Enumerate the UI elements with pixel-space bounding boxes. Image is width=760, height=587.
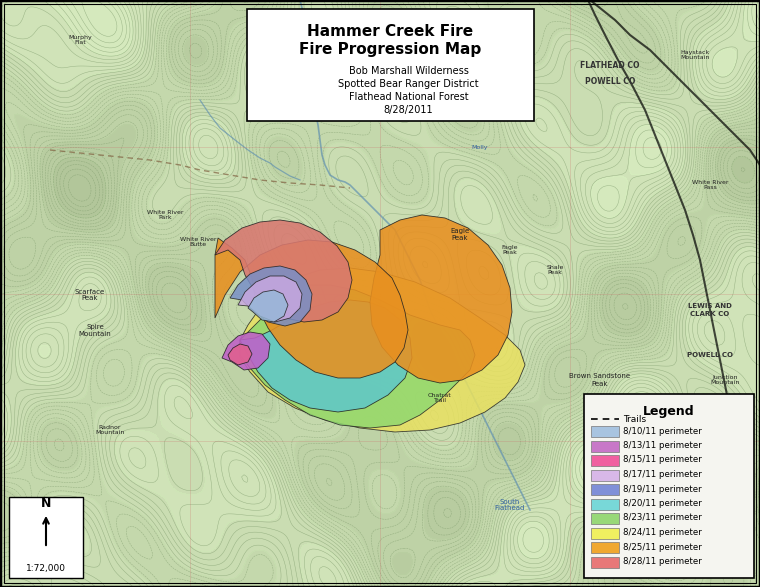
Text: Fagle
Peak: Fagle Peak [502,245,518,255]
Text: LEWIS AND
CLARK CO: LEWIS AND CLARK CO [688,303,732,316]
Polygon shape [238,276,302,322]
Bar [591,440,619,451]
Text: 8/28/11 perimeter: 8/28/11 perimeter [623,557,701,566]
Text: Fire Progression Map: Fire Progression Map [299,42,482,57]
Text: 8/25/11 perimeter: 8/25/11 perimeter [623,542,701,552]
Bar [591,498,619,510]
Text: Shale
Peak: Shale Peak [546,265,564,275]
Bar [591,513,619,524]
Text: Molly: Molly [472,146,488,150]
Bar [591,455,619,466]
Polygon shape [240,268,525,432]
Bar [591,470,619,481]
Text: N: N [41,497,51,510]
Text: Haystack
Mountain: Haystack Mountain [680,49,710,60]
Polygon shape [222,332,270,370]
Bar [591,484,619,495]
Text: 8/10/11 perimeter: 8/10/11 perimeter [623,427,701,436]
Polygon shape [215,220,352,322]
Text: Flathead National Forest: Flathead National Forest [349,92,468,102]
Text: POWELL CO: POWELL CO [687,352,733,358]
Text: FLATHEAD CO: FLATHEAD CO [580,60,640,69]
Polygon shape [240,300,412,412]
FancyBboxPatch shape [9,497,83,578]
Text: Murphy
Flat: Murphy Flat [68,35,92,45]
Text: White River
Park: White River Park [147,210,183,220]
Text: BOUNDARY: BOUNDARY [247,11,290,19]
FancyBboxPatch shape [247,9,534,121]
Text: 8/20/11 perimeter: 8/20/11 perimeter [623,499,701,508]
Text: 8/13/11 perimeter: 8/13/11 perimeter [623,441,701,450]
Text: Chatrat
Trail: Chatrat Trail [428,393,452,403]
Bar [591,528,619,538]
Text: Eagle
Peak: Eagle Peak [451,228,470,241]
Text: Hammer Creek Fire: Hammer Creek Fire [308,24,473,39]
Text: 8/23/11 perimeter: 8/23/11 perimeter [623,514,701,522]
Text: Spire
Mountain: Spire Mountain [78,323,112,336]
Polygon shape [230,266,312,326]
Polygon shape [215,238,408,378]
Text: Sorrilla Mtn: Sorrilla Mtn [622,510,658,514]
Text: 8/17/11 perimeter: 8/17/11 perimeter [623,470,701,479]
Text: White River
Pass: White River Pass [692,180,728,190]
Text: Brown Sandstone
Peak: Brown Sandstone Peak [569,373,631,386]
Text: White River
Butte: White River Butte [180,237,217,247]
Polygon shape [370,215,512,383]
Bar [591,542,619,553]
Text: Trails: Trails [623,414,646,423]
Polygon shape [228,344,252,365]
Text: 8/15/11 perimeter: 8/15/11 perimeter [623,456,701,464]
Text: 8/28/2011: 8/28/2011 [384,105,433,115]
Text: Legend: Legend [643,405,695,418]
Text: Radnor
Mountain: Radnor Mountain [95,424,125,436]
Text: 8/24/11 perimeter: 8/24/11 perimeter [623,528,701,537]
Text: Scarface
Peak: Scarface Peak [75,288,105,302]
Text: Junction
Mountain: Junction Mountain [711,375,739,386]
Text: Bob Marshall Wilderness: Bob Marshall Wilderness [349,66,468,76]
Bar [591,426,619,437]
Text: POWELL CO: POWELL CO [584,77,635,86]
Text: 8/19/11 perimeter: 8/19/11 perimeter [623,484,701,494]
FancyBboxPatch shape [584,394,754,578]
Polygon shape [240,285,475,428]
Text: 1:72,000: 1:72,000 [26,565,66,573]
Text: South
Flathead: South Flathead [495,498,525,511]
Bar [591,556,619,568]
Polygon shape [248,290,288,322]
Text: Spotted Bear Ranger District: Spotted Bear Ranger District [338,79,479,89]
